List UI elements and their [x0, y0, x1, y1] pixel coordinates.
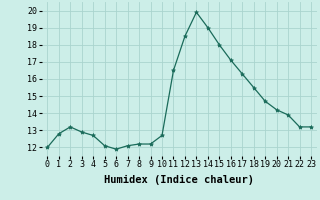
X-axis label: Humidex (Indice chaleur): Humidex (Indice chaleur) [104, 175, 254, 185]
